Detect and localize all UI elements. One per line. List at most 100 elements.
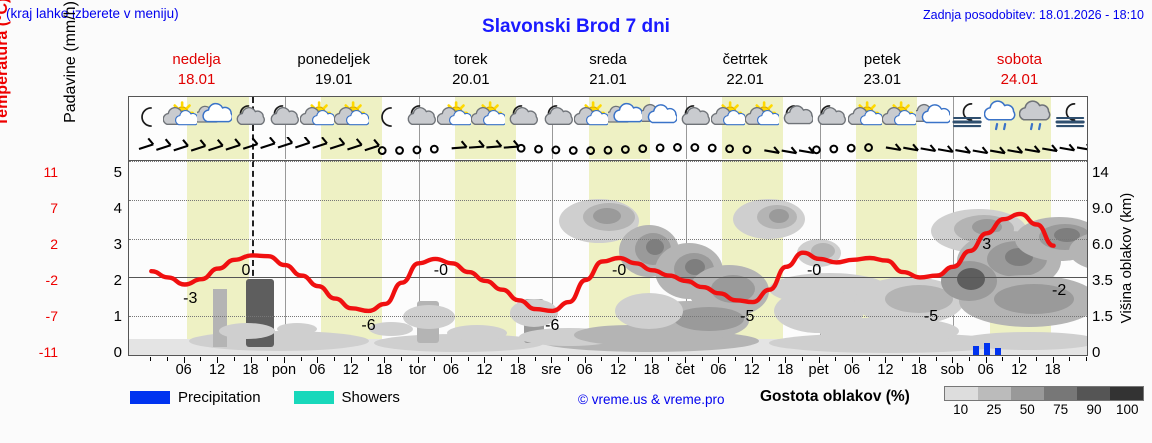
moon-cloudy-icon xyxy=(403,97,437,137)
gridline xyxy=(129,238,1087,240)
axis-tick-label: -7 xyxy=(45,308,58,324)
legend-precipitation: Precipitation xyxy=(130,389,261,406)
x-minor-tick xyxy=(400,357,402,361)
axis-tick-label: 2 xyxy=(50,236,58,252)
temperature-point-label: -5 xyxy=(740,308,755,326)
x-axis-label: 06 xyxy=(175,362,192,378)
day-divider xyxy=(284,161,286,355)
day-divider xyxy=(953,97,955,159)
x-axis-label: 12 xyxy=(342,362,359,378)
x-axis-label: 18 xyxy=(910,362,927,378)
x-axis-ticks xyxy=(128,357,1087,363)
day-divider xyxy=(418,161,420,355)
precipitation-swatch xyxy=(130,391,170,404)
day-divider xyxy=(284,97,286,159)
daylight-band xyxy=(321,161,383,355)
partly-cloudy-day-icon xyxy=(162,97,200,137)
cloud-density-tick-labels: 10 25 50 75 90 100 xyxy=(944,402,1144,417)
x-minor-tick xyxy=(852,357,854,361)
temperature-value-labels: -30-6-0-6-0-5-0-53-25-174 xyxy=(129,161,1087,355)
cloudy-icon xyxy=(911,97,952,137)
x-minor-tick xyxy=(150,357,152,361)
x-axis-label: 06 xyxy=(309,362,326,378)
x-minor-tick xyxy=(233,357,235,361)
day-header-sobota: sobota 24.01 xyxy=(951,48,1088,96)
day-divider xyxy=(953,161,955,355)
x-axis-label: 12 xyxy=(610,362,627,378)
moon-cloudy-icon xyxy=(232,97,266,137)
partly-cloudy-day-icon xyxy=(881,97,918,137)
x-minor-tick xyxy=(718,357,720,361)
axis-tick-label: 14 xyxy=(1092,164,1109,181)
gridline xyxy=(129,199,1087,201)
day-date: 23.01 xyxy=(863,71,902,89)
cloud-height-axis-title: Višina oblakov (km) xyxy=(1118,192,1135,324)
axis-tick-label: 4 xyxy=(113,200,122,217)
x-axis-label: 12 xyxy=(209,362,226,378)
x-axis-label: 18 xyxy=(643,362,660,378)
x-minor-tick xyxy=(501,357,503,361)
x-axis-label: 06 xyxy=(576,362,593,378)
precipitation-bar xyxy=(983,343,990,355)
gridline xyxy=(129,355,1087,356)
x-axis-label: sre xyxy=(541,362,562,378)
x-minor-tick xyxy=(166,357,168,361)
x-minor-tick xyxy=(868,357,870,361)
moon-cloudy-icon xyxy=(266,97,300,137)
x-minor-tick xyxy=(568,357,569,361)
temperature-point-label: -0 xyxy=(433,262,449,279)
cloud-density-step-label: 75 xyxy=(1053,402,1069,417)
day-name: sreda xyxy=(589,51,627,68)
x-minor-tick xyxy=(1052,357,1054,361)
now-marker xyxy=(251,97,254,159)
cloudy-day-icon xyxy=(193,97,234,137)
day-divider xyxy=(685,97,687,159)
day-divider xyxy=(552,161,554,355)
x-minor-tick xyxy=(200,357,202,361)
axis-tick-label: 5 xyxy=(113,164,122,181)
partly-cloudy-day-icon xyxy=(847,97,884,137)
x-axis-label: sob xyxy=(940,362,965,378)
showers-legend-label: Showers xyxy=(341,389,400,406)
partly-cloudy-day-icon xyxy=(470,97,508,137)
x-minor-tick xyxy=(935,357,937,361)
day-name: ponedeljek xyxy=(297,51,370,68)
day-name: nedelja xyxy=(172,51,221,68)
x-axis-label: 06 xyxy=(442,362,460,378)
wind-barb-row xyxy=(138,137,1087,155)
x-minor-tick xyxy=(434,357,436,361)
x-axis-label: 12 xyxy=(1011,362,1028,378)
forecast-plot: -30-6-0-6-0-5-0-53-25-174 xyxy=(128,160,1088,356)
day-header-petek: petek 23.01 xyxy=(814,48,951,96)
moon-cloudy-icon xyxy=(813,97,847,137)
x-minor-tick xyxy=(952,357,954,361)
x-minor-tick xyxy=(1019,357,1021,361)
partly-cloudy-day-icon xyxy=(299,97,337,137)
x-minor-tick xyxy=(1069,357,1071,361)
x-axis-label: 06 xyxy=(710,362,727,378)
day-header-torek: torek 20.01 xyxy=(402,48,539,96)
cloudy-icon xyxy=(637,97,679,137)
x-minor-tick xyxy=(484,357,486,361)
day-divider xyxy=(552,97,554,159)
x-minor-tick xyxy=(668,357,670,361)
cloudy-day-icon xyxy=(604,97,645,137)
plot-gridlines xyxy=(129,161,1087,355)
weather-icon-panel xyxy=(128,96,1088,160)
x-axis-label: tor xyxy=(409,362,427,378)
x-minor-tick xyxy=(317,357,319,361)
precipitation-legend: Precipitation Showers xyxy=(130,389,424,406)
day-header-nedelja: nedelja 18.01 xyxy=(128,48,265,96)
cloud-density-bar xyxy=(944,386,1144,401)
temperature-axis-title: Temperatura (°C) xyxy=(0,0,11,127)
axis-tick-label: 3.5 xyxy=(1092,272,1113,289)
axis-tick-label: -11 xyxy=(38,344,58,360)
axis-tick-label: 0 xyxy=(1092,344,1101,361)
temperature-point-label: -3 xyxy=(183,290,198,308)
x-minor-tick xyxy=(467,357,469,361)
x-minor-tick xyxy=(534,357,536,361)
copyright-text[interactable]: © vreme.us & vreme.pro xyxy=(578,392,725,407)
moon-cloudy-icon xyxy=(677,97,711,137)
page-title: Slavonski Brod 7 dni xyxy=(482,16,670,37)
gridline xyxy=(129,316,1087,318)
